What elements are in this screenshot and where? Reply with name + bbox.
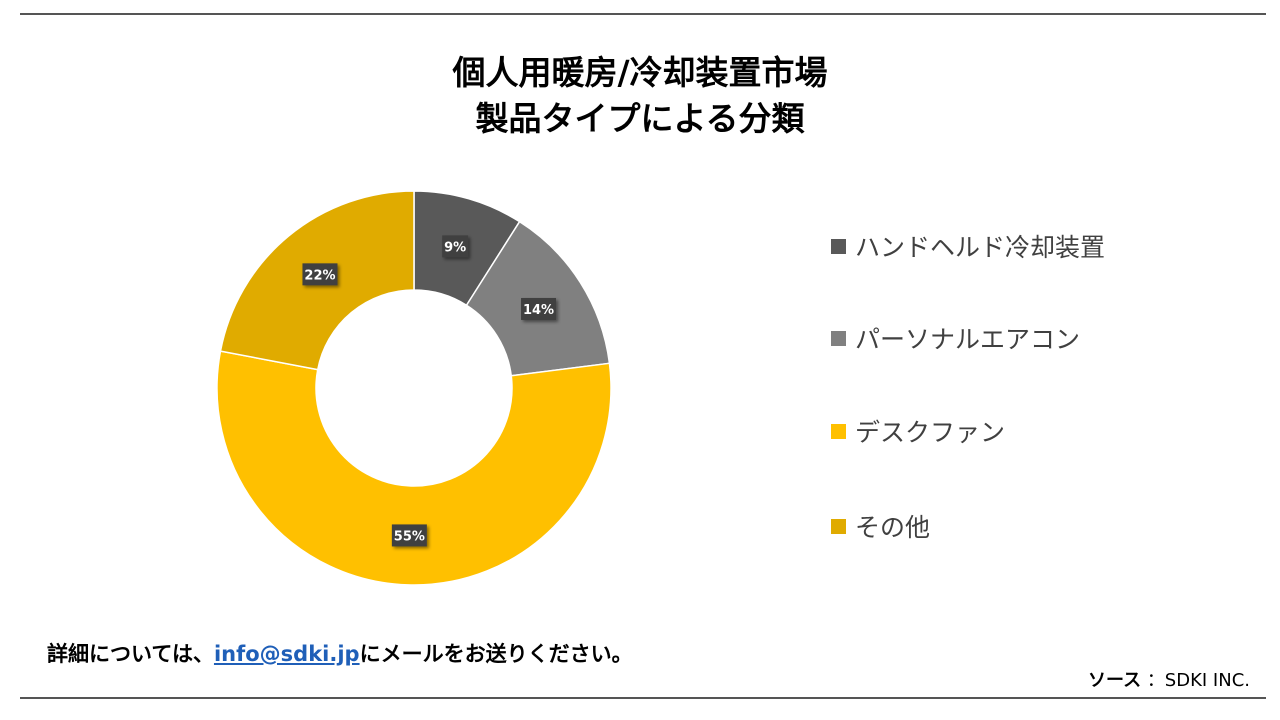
donut-chart: 9% 14% 55% 22% — [216, 190, 612, 586]
legend-swatch — [831, 238, 846, 254]
legend-item-handheld-cooler: ハンドヘルド冷却装置 — [831, 228, 1105, 264]
contact-prefix: 詳細については、 — [47, 642, 214, 666]
svg-text:9%: 9% — [444, 240, 466, 255]
data-label-other: 22% — [302, 263, 338, 286]
bottom-divider — [20, 697, 1266, 699]
source-label: ソース — [1087, 670, 1142, 691]
contact-line: 詳細については、info@sdki.jpにメールをお送りください。 — [47, 638, 633, 668]
legend-label: パーソナルエアコン — [855, 325, 1081, 354]
data-label-desk-fan: 55% — [391, 524, 427, 547]
source-credit: ソース ：SDKI INC. — [1088, 666, 1250, 692]
data-label-handheld-cooler: 9% — [442, 235, 469, 258]
svg-text:55%: 55% — [394, 529, 425, 544]
data-label-personal-aircon: 14% — [521, 297, 557, 320]
legend-label: ハンドヘルド冷却装置 — [855, 233, 1106, 262]
email-link[interactable]: info@sdki.jp — [213, 642, 360, 666]
chart-title: 個人用暖房/冷却装置市場 — [452, 53, 828, 92]
top-divider — [20, 13, 1266, 15]
legend-item-desk-fan: デスクファン — [831, 413, 1005, 449]
chart-subtitle: 製品タイプによる分類 — [475, 99, 805, 138]
source-value: ：SDKI INC. — [1146, 670, 1250, 691]
legend-swatch — [831, 518, 846, 534]
svg-text:14%: 14% — [523, 303, 554, 318]
legend-label: その他 — [855, 513, 931, 542]
legend-swatch — [831, 423, 846, 439]
contact-suffix: にメールをお送りください。 — [359, 642, 633, 666]
slice-desk-fan — [216, 350, 612, 586]
svg-text:22%: 22% — [304, 268, 335, 283]
legend-label: デスクファン — [855, 418, 1006, 447]
legend-item-personal-aircon: パーソナルエアコン — [831, 320, 1080, 356]
legend-swatch — [831, 330, 846, 346]
legend-item-other: その他 — [831, 508, 930, 544]
